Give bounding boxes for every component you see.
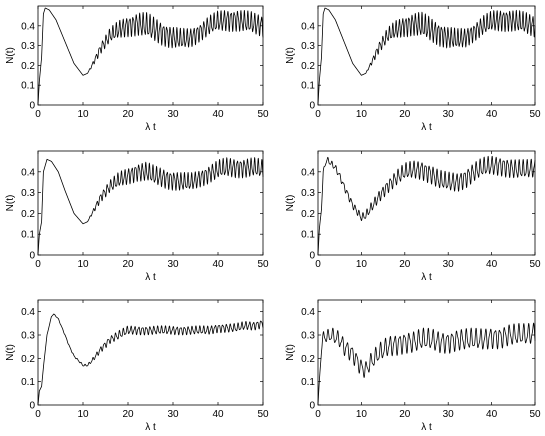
x-tick-label: 50	[257, 109, 269, 120]
x-tick-label: 30	[443, 109, 455, 120]
y-tick-label: 0	[29, 251, 35, 262]
y-tick-label: 0	[309, 101, 315, 112]
x-tick-label: 40	[486, 109, 498, 120]
x-tick-label: 20	[122, 409, 134, 420]
y-tick-label: 0.4	[301, 167, 315, 178]
x-tick-label: 0	[35, 409, 41, 420]
plot-frame	[317, 150, 536, 256]
y-axis-label: N(t)	[285, 47, 296, 64]
x-axis-label: λ t	[421, 272, 432, 283]
x-tick-label: 40	[486, 259, 498, 270]
chart-panel-3: 0 10 20 30 40 50 0 0.1 0.2 0.3 0.4 λ t N(t)	[5, 150, 269, 283]
y-tick-label: 0.1	[301, 230, 315, 241]
series-line-4-1	[317, 155, 536, 256]
y-tick-label: 0.2	[301, 61, 315, 72]
y-tick-label: 0.2	[21, 354, 35, 365]
x-axis-label: λ t	[145, 272, 156, 283]
chart-panel-6: 0 10 20 30 40 50 0 0.1 0.2 0.3 0.4 λ t N(t)	[285, 299, 541, 433]
chart-panel-4: 0 10 20 30 40 50 0 0.1 0.2 0.3 0.4 λ t N(t)	[285, 150, 541, 283]
x-tick-label: 50	[529, 109, 541, 120]
x-tick-label: 10	[77, 109, 89, 120]
x-tick-label: 40	[486, 409, 498, 420]
y-tick-label: 0.3	[21, 41, 35, 52]
series-line-1-1	[37, 7, 264, 106]
y-tick-label: 0.2	[21, 209, 35, 220]
chart-panel-2: 0 10 20 30 40 50 0 0.1 0.2 0.3 0.4 λ t N(t)	[285, 5, 541, 133]
y-tick-label: 0.1	[301, 81, 315, 92]
y-tick-label: 0.4	[301, 307, 315, 318]
x-axis-label: λ t	[145, 122, 156, 133]
x-tick-label: 40	[212, 409, 224, 420]
x-tick-label: 40	[212, 109, 224, 120]
y-axis-label: N(t)	[285, 195, 296, 212]
y-tick-label: 0	[29, 401, 35, 412]
x-tick-label: 20	[399, 109, 411, 120]
y-tick-label: 0.2	[301, 354, 315, 365]
x-tick-label: 20	[399, 409, 411, 420]
y-tick-label: 0.1	[21, 377, 35, 388]
x-tick-label: 0	[315, 409, 321, 420]
y-tick-label: 0.1	[301, 377, 315, 388]
chart-panel-1: 0 10 20 30 40 50 0 0.1 0.2 0.3 0.4 λ t N(t)	[5, 5, 269, 133]
series-line-3-1	[37, 157, 264, 256]
plot-frame	[37, 150, 264, 256]
plot-frame	[317, 5, 536, 106]
y-tick-label: 0.1	[21, 81, 35, 92]
series-line-5-1	[37, 313, 264, 406]
x-axis-label: λ t	[421, 422, 432, 433]
y-tick-label: 0.4	[21, 167, 35, 178]
series-line-2-1	[317, 7, 536, 106]
y-tick-label: 0.4	[21, 21, 35, 32]
x-tick-label: 50	[257, 259, 269, 270]
x-tick-label: 0	[35, 109, 41, 120]
plot-frame	[37, 5, 264, 106]
y-tick-label: 0.2	[301, 209, 315, 220]
y-tick-label: 0.4	[301, 21, 315, 32]
x-axis-label: λ t	[145, 422, 156, 433]
y-tick-label: 0	[29, 101, 35, 112]
x-tick-label: 10	[356, 109, 368, 120]
y-axis-label: N(t)	[5, 195, 16, 212]
x-tick-label: 20	[399, 259, 411, 270]
plot-frame	[317, 299, 536, 406]
y-axis-label: N(t)	[285, 344, 296, 361]
x-tick-label: 50	[529, 409, 541, 420]
x-tick-label: 30	[443, 409, 455, 420]
series-line-6-1	[317, 322, 536, 406]
y-axis-label: N(t)	[5, 47, 16, 64]
x-tick-label: 0	[315, 259, 321, 270]
x-tick-label: 30	[167, 109, 179, 120]
x-tick-label: 0	[315, 109, 321, 120]
plot-frame	[37, 299, 264, 406]
y-tick-label: 0	[309, 401, 315, 412]
chart-panel-5: 0 10 20 30 40 50 0 0.1 0.2 0.3 0.4 λ t N(t)	[5, 299, 269, 433]
x-tick-label: 30	[167, 409, 179, 420]
y-tick-label: 0.3	[301, 331, 315, 342]
y-tick-label: 0.3	[21, 188, 35, 199]
y-tick-label: 0.3	[301, 188, 315, 199]
y-axis-label: N(t)	[5, 344, 16, 361]
x-tick-label: 30	[167, 259, 179, 270]
x-tick-label: 10	[356, 259, 368, 270]
x-tick-label: 40	[212, 259, 224, 270]
y-tick-label: 0	[309, 251, 315, 262]
y-tick-label: 0.2	[21, 61, 35, 72]
x-tick-label: 0	[35, 259, 41, 270]
y-tick-label: 0.3	[301, 41, 315, 52]
x-tick-label: 50	[529, 259, 541, 270]
x-tick-label: 10	[77, 409, 89, 420]
x-tick-label: 20	[122, 259, 134, 270]
y-tick-label: 0.3	[21, 331, 35, 342]
y-tick-label: 0.4	[21, 307, 35, 318]
x-tick-label: 50	[257, 409, 269, 420]
x-axis-label: λ t	[421, 122, 432, 133]
x-tick-label: 10	[77, 259, 89, 270]
y-tick-label: 0.1	[21, 230, 35, 241]
x-tick-label: 10	[356, 409, 368, 420]
x-tick-label: 30	[443, 259, 455, 270]
x-tick-label: 20	[122, 109, 134, 120]
